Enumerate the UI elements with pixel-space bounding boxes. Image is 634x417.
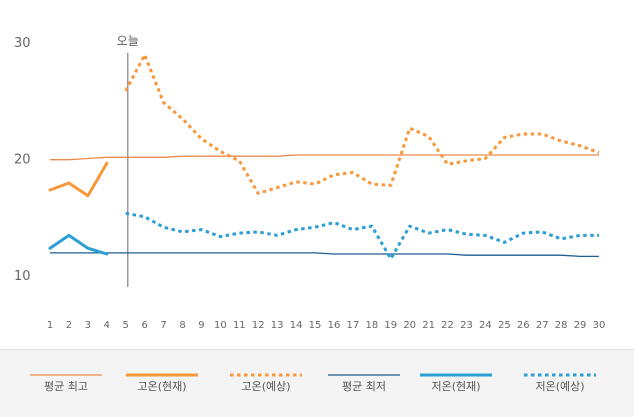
legend-swatch (230, 373, 302, 377)
y-axis-ticks: 10 20 30 (14, 36, 31, 284)
legend-item-2: 고온(현재) (126, 350, 226, 417)
x-tick-label: 5 (123, 320, 129, 331)
legend-label: 평균 최저 (342, 380, 386, 393)
x-tick-label: 21 (422, 320, 435, 331)
today-marker: 오늘 (117, 34, 139, 287)
x-tick-label: 20 (403, 320, 416, 331)
x-tick-label: 24 (479, 320, 492, 331)
legend-label: 저온(예상) (535, 380, 585, 393)
x-tick-label: 13 (271, 320, 284, 331)
x-tick-label: 25 (498, 320, 511, 331)
legend-swatch (420, 373, 492, 377)
legend-swatch (126, 373, 198, 377)
x-tick-label: 18 (365, 320, 378, 331)
legend-label: 고온(현재) (137, 380, 187, 393)
series-line-1 (50, 154, 599, 161)
x-tick-label: 11 (233, 320, 246, 331)
x-tick-label: 14 (290, 320, 303, 331)
y-tick-label: 10 (14, 269, 31, 284)
x-tick-label: 8 (179, 320, 185, 331)
x-tick-label: 6 (141, 320, 147, 331)
legend-item-1: 평균 최고 (30, 350, 130, 417)
legend-label: 저온(현재) (431, 380, 481, 393)
series-line-3 (124, 53, 600, 195)
x-tick-label: 16 (328, 320, 341, 331)
x-tick-label: 30 (593, 320, 606, 331)
series-line-6 (125, 211, 599, 261)
legend-item-5: 저온(현재) (420, 350, 520, 417)
x-axis-ticks: 1 2 3 4 5 6 7 8 9 10 11 12 13 14 15 16 17 18 19 20 21 22 23 24 2… (47, 320, 606, 331)
x-tick-label: 3 (85, 320, 91, 331)
x-tick-label: 10 (214, 320, 227, 331)
x-tick-label: 28 (555, 320, 568, 331)
today-label: 오늘 (117, 34, 139, 48)
x-tick-label: 9 (198, 320, 204, 331)
x-tick-label: 4 (104, 320, 110, 331)
legend-swatch (30, 374, 102, 376)
legend: 평균 최고 고온(현재) 고온(예상) 평균 최저 저온(현재) 저온(예상) (0, 349, 634, 417)
legend-label: 평균 최고 (44, 380, 88, 393)
x-tick-label: 15 (309, 320, 322, 331)
x-tick-label: 19 (384, 320, 397, 331)
legend-label: 고온(예상) (241, 380, 291, 393)
x-tick-label: 17 (347, 320, 360, 331)
legend-item-4: 평균 최저 (328, 350, 428, 417)
x-tick-label: 22 (441, 320, 454, 331)
legend-item-3: 고온(예상) (230, 350, 330, 417)
series-line-4 (50, 252, 599, 258)
x-tick-label: 2 (66, 320, 72, 331)
legend-item-6: 저온(예상) (524, 350, 624, 417)
series-line-5 (48, 233, 109, 256)
x-tick-label: 29 (574, 320, 587, 331)
x-tick-label: 12 (252, 320, 265, 331)
series-line-2 (48, 161, 109, 198)
x-tick-label: 26 (517, 320, 530, 331)
y-tick-label: 20 (14, 153, 31, 168)
x-tick-label: 23 (460, 320, 473, 331)
x-tick-label: 1 (47, 320, 53, 331)
y-tick-label: 30 (14, 36, 31, 51)
x-tick-label: 27 (536, 320, 549, 331)
legend-swatch (328, 374, 400, 376)
x-tick-label: 7 (160, 320, 166, 331)
legend-swatch (524, 373, 596, 377)
series-lines (48, 53, 600, 261)
